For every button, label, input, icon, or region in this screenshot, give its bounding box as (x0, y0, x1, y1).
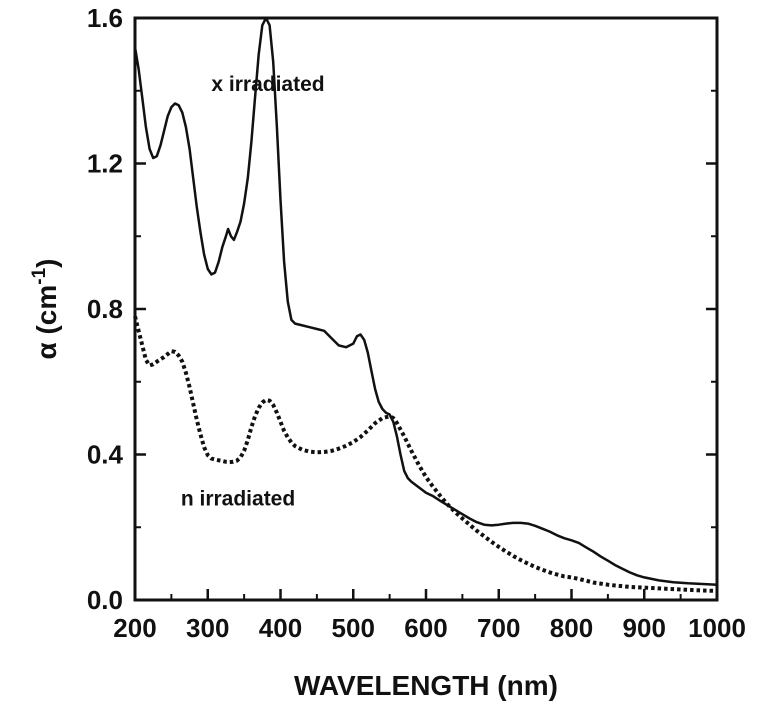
x-tick-label: 800 (550, 613, 593, 643)
x-tick-label: 400 (259, 613, 302, 643)
y-axis-label: α (cm-1) (29, 258, 62, 359)
series-annotation: x irradiated (211, 73, 324, 96)
y-axis-label-close: ) (31, 258, 62, 267)
y-tick-label: 1.2 (87, 149, 123, 179)
x-tick-label: 1000 (688, 613, 746, 643)
x-tick-label: 900 (623, 613, 666, 643)
x-tick-label: 200 (113, 613, 156, 643)
x-tick-label: 700 (477, 613, 520, 643)
x-tick-label: 600 (404, 613, 447, 643)
axis-tick-labels: 200 300 400 500 600 700 800 900 1000 0.0 0.4 0.8 1.2… (87, 3, 746, 643)
y-tick-label: 0.8 (87, 294, 123, 324)
series-x-irradiated-line (133, 16, 718, 586)
x-tick-label: 500 (332, 613, 375, 643)
y-tick-label: 0.4 (87, 440, 124, 470)
y-tick-label: 1.6 (87, 3, 123, 33)
plot-frame (133, 16, 719, 602)
annotation-layer: x irradiated n irradiated (181, 73, 325, 511)
series-n-irradiated-line (133, 315, 718, 593)
series-annotation: n irradiated (181, 487, 295, 510)
x-tick-label: 300 (186, 613, 229, 643)
axis-ticks (135, 89, 717, 600)
y-axis-label-main: α (cm (31, 285, 62, 360)
y-tick-label: 0.0 (87, 585, 123, 615)
y-axis-label-sup: -1 (29, 267, 50, 284)
series-layer (133, 16, 718, 593)
x-axis-label: WAVELENGTH (nm) (294, 670, 558, 701)
